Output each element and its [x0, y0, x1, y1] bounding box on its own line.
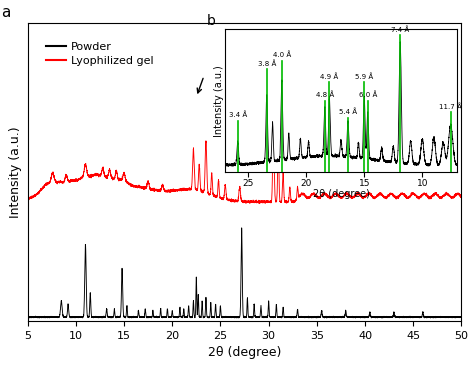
Legend: Powder, Lyophilized gel: Powder, Lyophilized gel	[42, 38, 158, 70]
X-axis label: 2θ (degree): 2θ (degree)	[208, 346, 281, 360]
Text: a: a	[1, 5, 11, 20]
Y-axis label: Intensity (a.u.): Intensity (a.u.)	[9, 126, 22, 218]
